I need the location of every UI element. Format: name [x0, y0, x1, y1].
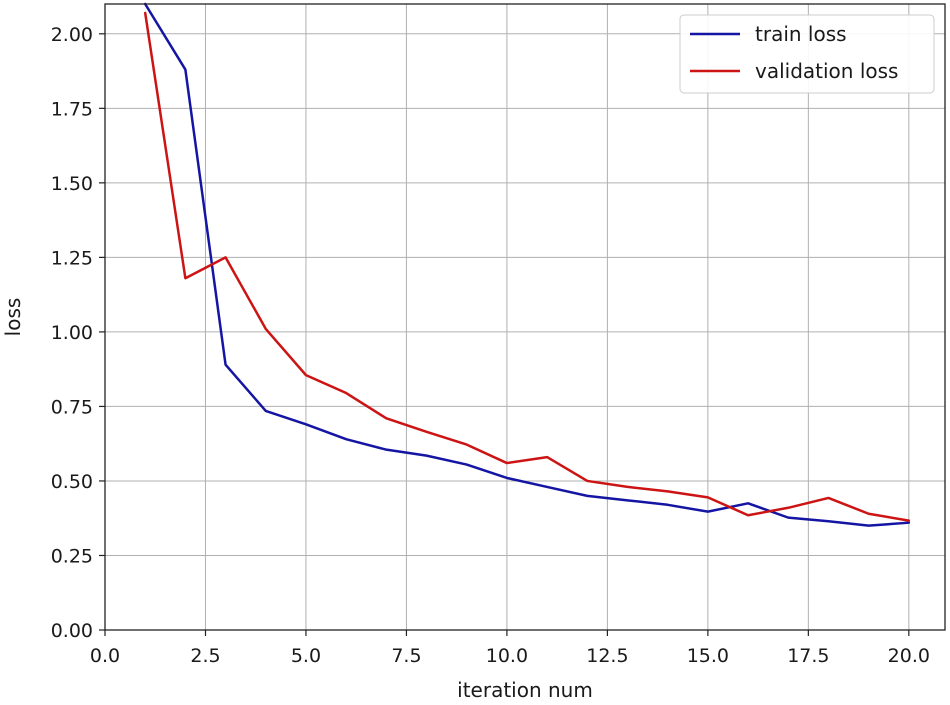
x-tick-label: 10.0: [486, 645, 528, 667]
axis-ticks: 0.0 2.5 5.0 7.5 10.0 12.5 15.0 17.5 20.0 0.00 0.25…: [51, 24, 930, 667]
x-tick-label: 5.0: [291, 645, 321, 667]
y-tick-label: 0.00: [51, 620, 93, 642]
x-tick-label: 0.0: [90, 645, 120, 667]
x-tick-label: 7.5: [391, 645, 421, 667]
y-tick-label: 0.50: [51, 471, 93, 493]
y-tick-label: 1.00: [51, 322, 93, 344]
x-tick-label: 20.0: [888, 645, 930, 667]
x-tick-label: 15.0: [687, 645, 729, 667]
legend-label-train: train loss: [755, 22, 847, 46]
x-axis-label: iteration num: [457, 678, 593, 702]
train-loss-line: [143, 2, 911, 527]
legend-box: [679, 14, 935, 94]
y-tick-label: 1.75: [51, 98, 93, 120]
y-tick-label: 0.25: [51, 545, 93, 567]
x-tick-label: 12.5: [586, 645, 628, 667]
x-tick-label: 17.5: [787, 645, 829, 667]
y-tick-label: 1.50: [51, 173, 93, 195]
x-tick-label: 2.5: [190, 645, 220, 667]
y-tick-label: 2.00: [51, 24, 93, 46]
grid: [104, 4, 945, 631]
y-tick-label: 1.25: [51, 247, 93, 269]
series-lines: [143, 2, 911, 527]
y-axis-label: loss: [1, 298, 25, 337]
legend: train loss validation loss: [679, 14, 935, 94]
y-tick-label: 0.75: [51, 396, 93, 418]
validation-loss-line: [143, 11, 911, 522]
plot-frame: [104, 3, 946, 631]
legend-label-validation: validation loss: [755, 59, 898, 83]
